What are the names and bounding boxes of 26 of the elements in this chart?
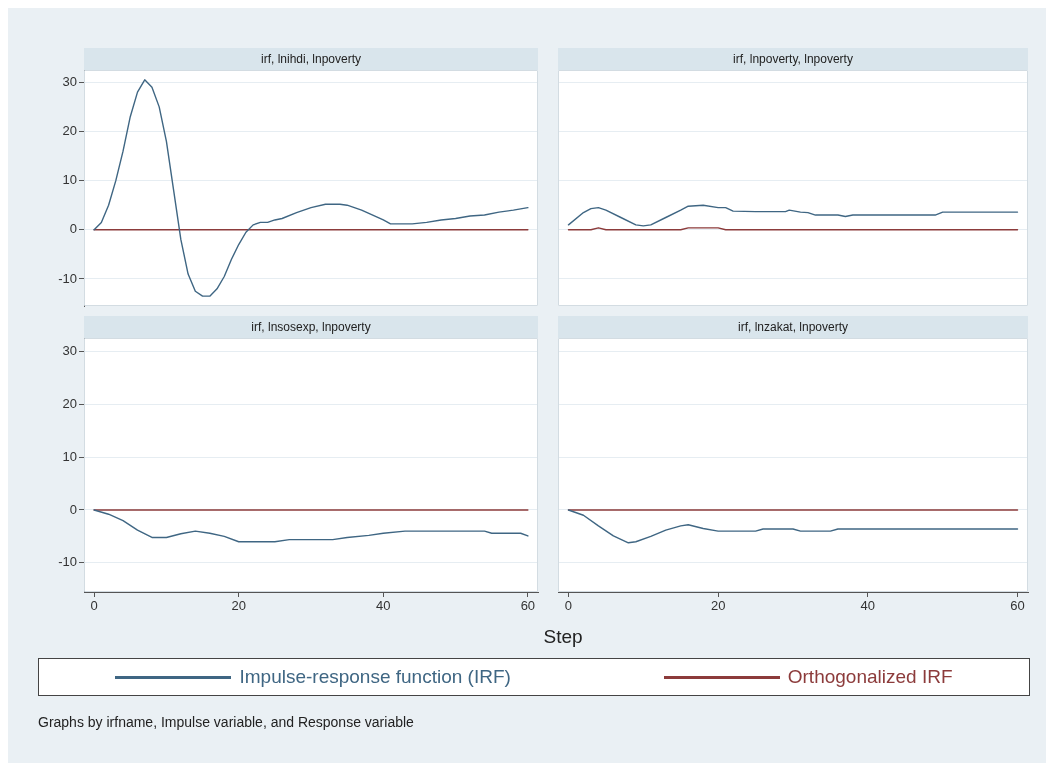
- y-tick-label: 20: [62, 395, 77, 411]
- text: Impulse-response function (IRF): [239, 666, 511, 688]
- x-tick-label: 40: [860, 598, 876, 614]
- y-tick-label: -10: [58, 554, 77, 570]
- x-tick-label: 0: [90, 598, 98, 614]
- x-tick-label: 40: [376, 598, 391, 614]
- chart-title: irf, lnzakat, lnpoverty: [558, 316, 1028, 338]
- y-tick-label: 20: [62, 123, 77, 139]
- chart-title: irf, lnsosexp, lnpoverty: [84, 316, 538, 338]
- chart-title: irf, lnihdi, lnpoverty: [84, 48, 538, 70]
- y-tick-label: 10: [62, 448, 77, 464]
- x-tick-label: 60: [520, 598, 536, 614]
- x-tick-label: 20: [231, 598, 246, 614]
- y-tick-label: -10: [58, 270, 77, 286]
- y-tick-label: 0: [69, 501, 77, 517]
- text: Graphs by irfname, Impulse variable, and Response variable: [38, 714, 415, 730]
- x-axis-title: Step: [542, 626, 584, 648]
- x-tick-label: 0: [564, 598, 573, 614]
- chart-title: irf, lnpoverty, lnpoverty: [558, 48, 1028, 70]
- y-tick-label: 30: [62, 342, 77, 358]
- text: Orthogonalized IRF: [787, 666, 953, 688]
- y-tick-label: 0: [69, 221, 77, 237]
- y-tick-label: 30: [62, 73, 77, 89]
- x-tick-label: 60: [1010, 598, 1025, 614]
- x-tick-label: 20: [710, 598, 726, 614]
- y-tick-label: 10: [62, 172, 77, 188]
